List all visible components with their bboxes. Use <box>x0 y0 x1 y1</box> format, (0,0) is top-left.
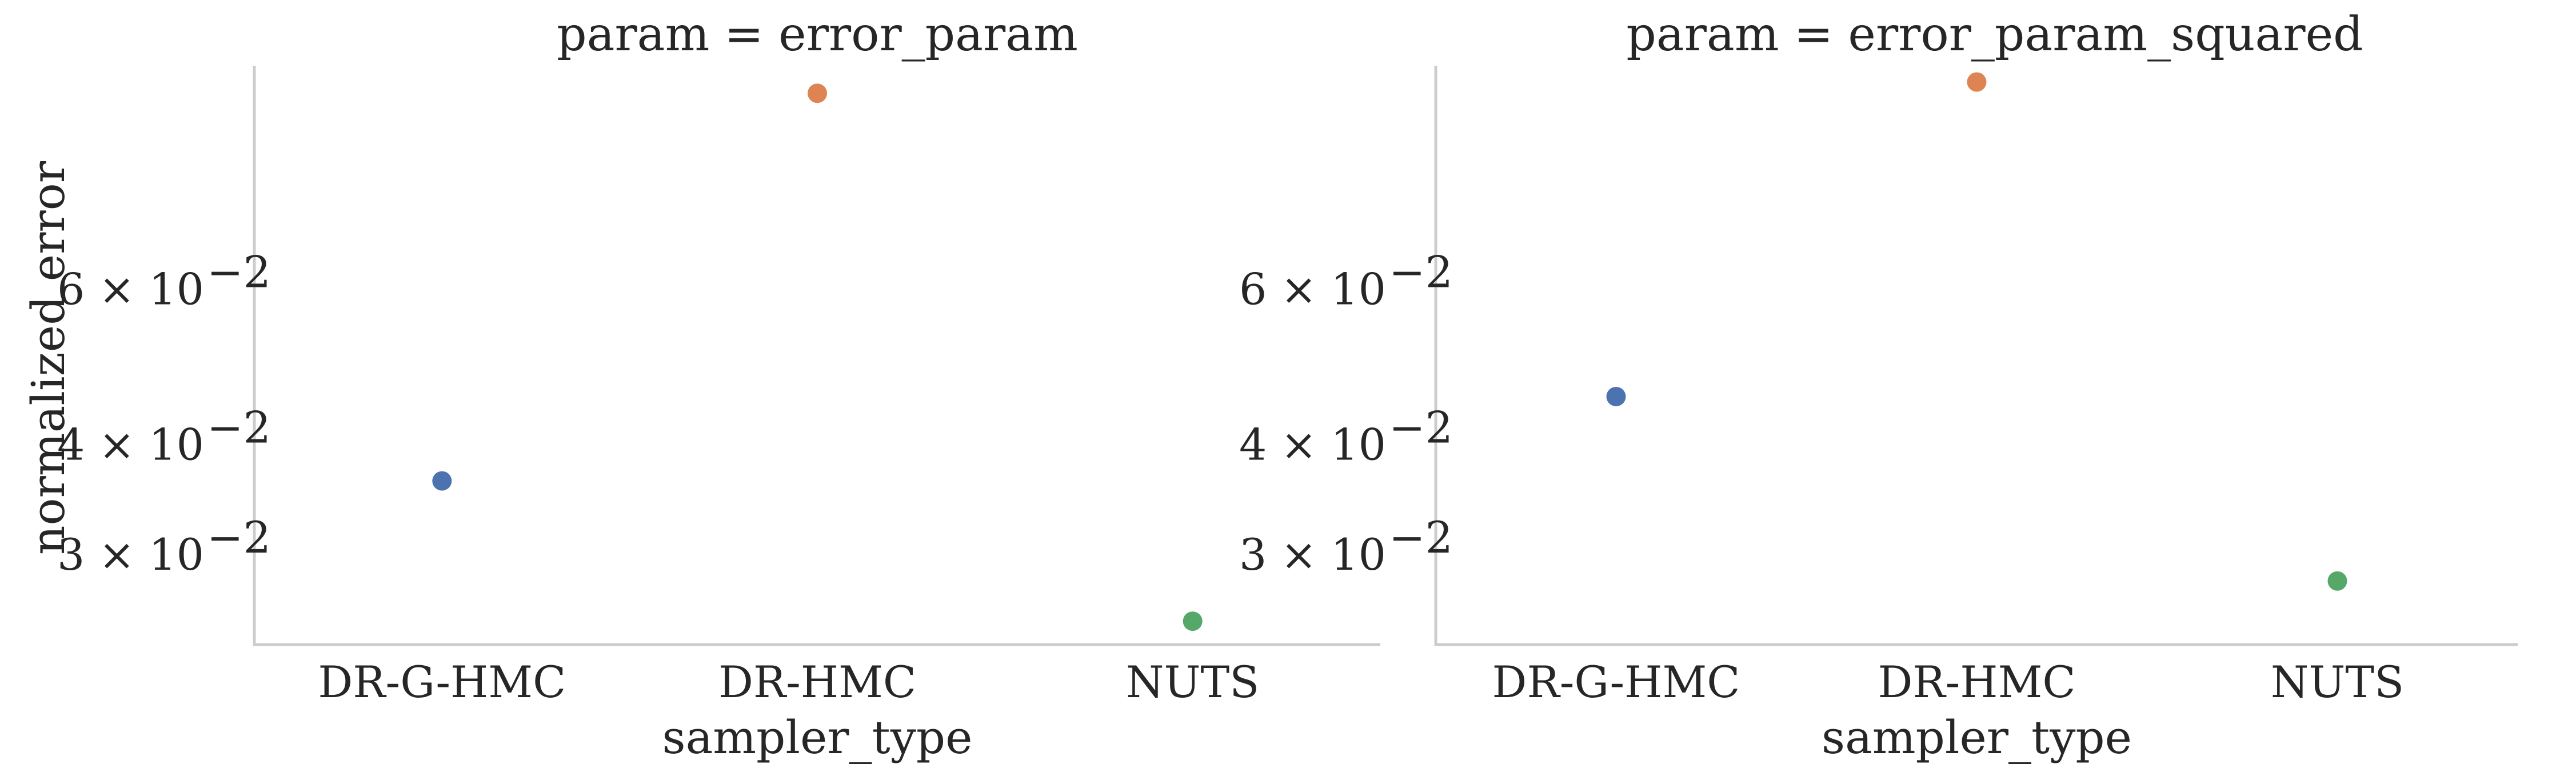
y-tick-label: 3 × 10 <box>57 529 204 580</box>
x-tick-label: DR-HMC <box>1878 657 2075 707</box>
y-tick-exponent: −2 <box>207 247 271 298</box>
y-tick-label: 3 × 10 <box>1239 529 1386 580</box>
y-tick-exponent: −2 <box>1389 402 1453 453</box>
data-point-dr-hmc <box>1967 72 1987 92</box>
x-axis-label: sampler_type <box>662 711 973 764</box>
y-tick-label: 4 × 10 <box>1239 419 1386 470</box>
data-point-dr-g-hmc <box>432 471 452 491</box>
data-point-dr-g-hmc <box>1606 386 1626 406</box>
y-tick-exponent: −2 <box>207 402 271 453</box>
y-axis-label: normalized error <box>22 161 75 555</box>
x-axis-label: sampler_type <box>1822 711 2132 764</box>
y-tick-exponent: −2 <box>1389 512 1453 563</box>
data-point-nuts <box>1183 611 1203 631</box>
axis-spine <box>1434 66 2518 646</box>
data-point-dr-hmc <box>808 83 827 103</box>
y-tick-label: 6 × 10 <box>1239 264 1386 315</box>
y-tick-label: 6 × 10 <box>57 264 204 315</box>
panel-title: param = error_param <box>557 7 1078 62</box>
y-tick-exponent: −2 <box>1389 247 1453 298</box>
x-tick-label: DR-G-HMC <box>1492 657 1740 707</box>
y-tick-exponent: −2 <box>207 512 271 563</box>
axis-spine <box>253 66 1380 646</box>
x-tick-label: DR-HMC <box>718 657 916 707</box>
data-point-nuts <box>2327 571 2347 591</box>
x-tick-label: DR-G-HMC <box>318 657 566 707</box>
panel-title: param = error_param_squared <box>1626 7 2363 62</box>
x-tick-label: NUTS <box>2271 657 2404 707</box>
x-tick-label: NUTS <box>1126 657 1259 707</box>
y-tick-label: 4 × 10 <box>57 419 204 470</box>
